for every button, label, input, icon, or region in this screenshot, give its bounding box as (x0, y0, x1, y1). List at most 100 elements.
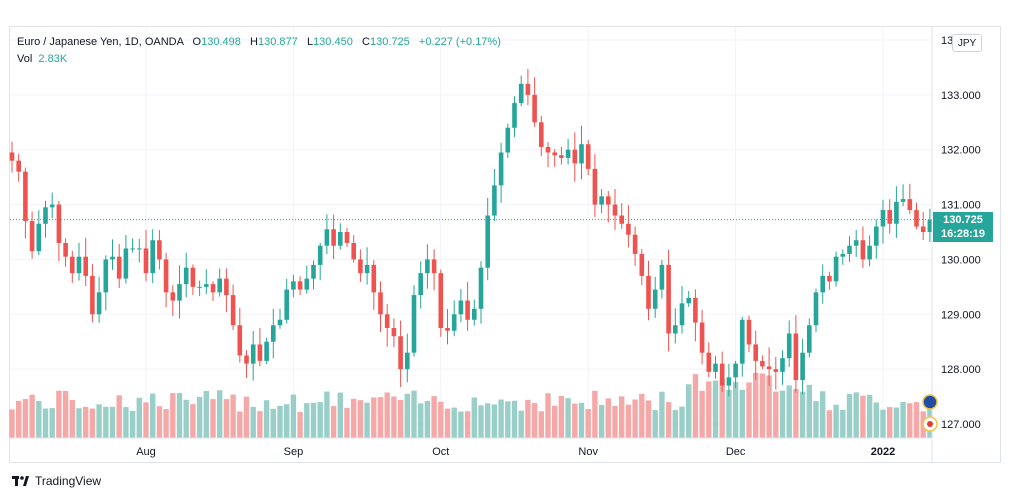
volume-bar (330, 406, 337, 438)
candle-body (746, 319, 752, 345)
volume-bar (351, 398, 357, 438)
candle (612, 188, 618, 230)
candle-body (96, 292, 102, 315)
candle-body (190, 267, 196, 287)
candle (364, 247, 370, 285)
candle-body (137, 248, 142, 250)
volume-bar (404, 393, 410, 438)
change-value: +0.227 (+0.17%) (418, 36, 501, 48)
candle-body (224, 278, 229, 296)
volume-bar (773, 391, 779, 438)
candle (559, 146, 564, 165)
candle (425, 244, 430, 289)
candle-body (652, 289, 658, 309)
candle (853, 229, 859, 257)
volume-bar (538, 411, 544, 438)
volume-bar (243, 396, 250, 438)
candle-body (331, 229, 336, 246)
candle-body (505, 127, 511, 153)
volume-bar (250, 406, 256, 438)
candle (619, 203, 624, 229)
candle (465, 282, 470, 331)
candle-body (56, 204, 62, 243)
volume-bar (364, 402, 370, 438)
candle (123, 234, 129, 284)
volume-bar (531, 403, 538, 438)
candle (371, 260, 377, 310)
candle (847, 236, 852, 262)
brand-logo[interactable]: TradingView (12, 474, 101, 488)
last-price-value: 130.725 (943, 213, 983, 226)
countdown-timer: 16:28:19 (940, 227, 986, 240)
volume-bar (552, 405, 558, 438)
candle (874, 219, 879, 259)
candle (632, 226, 638, 266)
candle-body (539, 122, 544, 147)
candle-body (492, 185, 497, 216)
candle (518, 75, 524, 107)
candle-body (552, 152, 557, 156)
candle (920, 211, 926, 241)
volume-bar (732, 381, 739, 438)
last-price-label: 130.725 16:28:19 (933, 211, 993, 242)
symbol-title: Euro / Japanese Yen, 1D, OANDA (17, 36, 184, 48)
candle (673, 308, 678, 344)
volume-bar (42, 408, 49, 438)
candle-body (418, 273, 423, 296)
volume-bar (498, 399, 504, 438)
volume-bar (900, 402, 906, 438)
volume-bar (518, 410, 524, 438)
price-tick-label: 127.000 (941, 419, 981, 431)
candle (56, 201, 62, 262)
volume-bar (726, 389, 732, 438)
volume-bar (464, 411, 471, 438)
candle (116, 244, 122, 288)
candle-body (411, 295, 417, 353)
volume-bar (739, 389, 745, 438)
candle-body (391, 328, 397, 337)
candle-body (860, 240, 866, 260)
candle-body (780, 358, 785, 372)
candles (9, 68, 933, 397)
candle-body (512, 103, 517, 128)
volume-bar (310, 402, 317, 438)
candle (358, 249, 363, 283)
volume-bar (478, 405, 484, 438)
candle (733, 360, 738, 389)
candle-body (76, 256, 82, 274)
volume-bar (585, 409, 591, 438)
candle (867, 235, 872, 267)
volume-bar (652, 410, 658, 438)
currency-button[interactable]: JPY (952, 34, 982, 52)
candle (927, 208, 933, 243)
time-tick-label: 2022 (871, 446, 895, 458)
volume-bar (371, 397, 377, 438)
candle-body (599, 196, 604, 205)
candle-body (485, 215, 490, 268)
candle-body (458, 300, 464, 315)
volume-bar (786, 385, 792, 438)
candle (210, 281, 216, 302)
candle (693, 289, 698, 342)
candle-body (324, 229, 330, 246)
candle (914, 202, 919, 230)
volume-bar (444, 408, 451, 438)
time-tick-label: Aug (136, 446, 156, 458)
volume-bar (759, 373, 766, 438)
candle (719, 351, 725, 392)
candle (29, 211, 35, 259)
candle (579, 125, 584, 180)
candle-body (907, 199, 913, 211)
volume-bar (893, 407, 900, 438)
candle-body (813, 292, 819, 326)
candle-body (518, 83, 524, 104)
open-value: 130.498 (201, 36, 241, 48)
volume-bar (344, 407, 350, 438)
candle (110, 239, 115, 270)
event-markers[interactable] (922, 394, 938, 432)
candle-body (699, 322, 705, 353)
volume-bar (22, 399, 29, 438)
volume-bar (645, 400, 652, 438)
candle (545, 142, 551, 168)
